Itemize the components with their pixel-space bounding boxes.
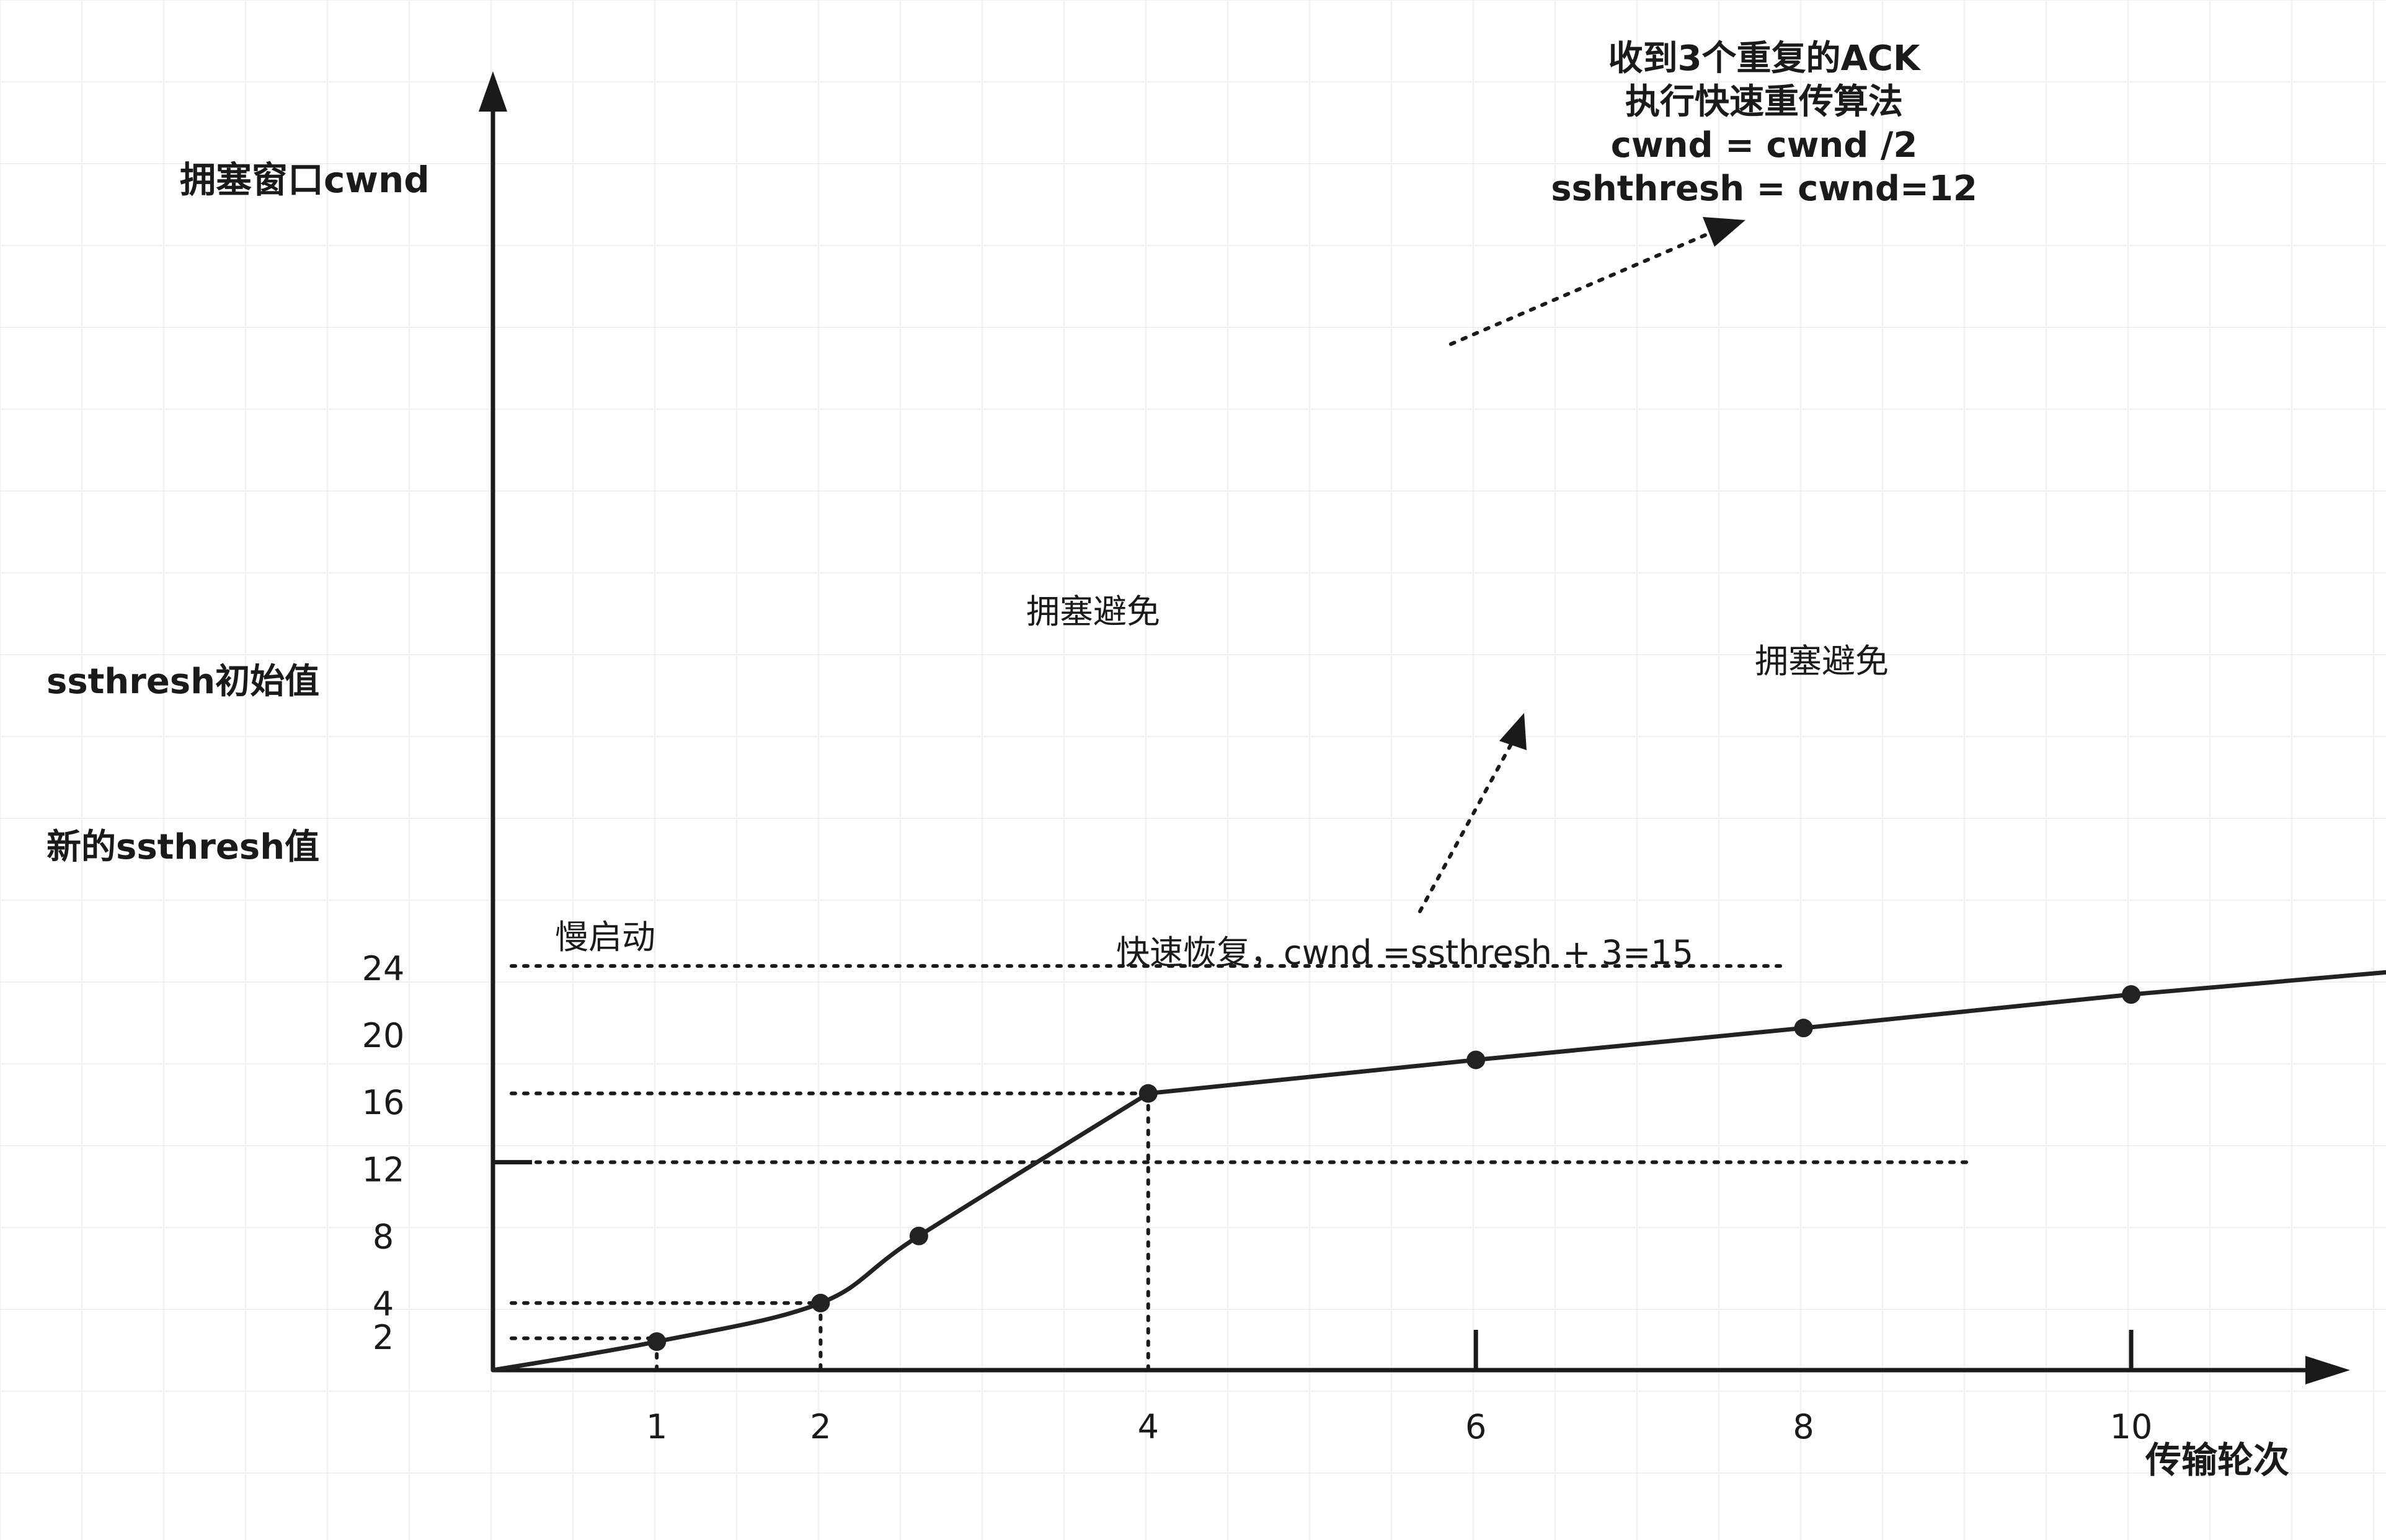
triple-ack-annotation: 收到3个重复的ACK 执行快速重传算法 cwnd = cwnd /2 sshth…	[1551, 38, 1977, 209]
ssthresh-new-label: 新的ssthresh值	[47, 827, 319, 867]
y-axis-label: 拥塞窗口cwnd	[180, 159, 430, 201]
data-point	[1138, 1084, 1158, 1103]
slow-start-label: 慢启动	[555, 918, 655, 957]
triple-ack-line-4: sshthresh = cwnd=12	[1551, 169, 1977, 209]
x-tick-label: 8	[1793, 1407, 1814, 1446]
fast-recovery-pointer	[1418, 739, 1515, 913]
y-tick-label: 8	[373, 1218, 394, 1257]
data-point	[1466, 1050, 1486, 1069]
triple-ack-arrow-icon	[1703, 217, 1745, 247]
triple-ack-pointer	[1449, 231, 1713, 346]
data-point	[811, 1293, 830, 1312]
y-tick-label: 24	[362, 949, 405, 988]
y-axis-arrow-icon	[479, 71, 507, 112]
congestion-avoid-line-1	[1146, 970, 2386, 1096]
fast-recovery-arrow-icon	[1499, 713, 1527, 750]
fast-recovery-label: 快速恢复，cwnd =ssthresh + 3=15	[1116, 933, 1693, 972]
triple-ack-line-2: 执行快速重传算法	[1625, 82, 1903, 122]
data-point	[2122, 985, 2140, 1004]
x-tick-label: 1	[646, 1407, 667, 1446]
y-tick-label: 2	[373, 1318, 394, 1357]
data-point	[647, 1332, 667, 1352]
data-markers	[647, 985, 2140, 1352]
data-point	[1794, 1019, 1813, 1038]
y-tick-label: 12	[362, 1150, 405, 1189]
x-tick-label: 6	[1465, 1407, 1486, 1446]
congestion-avoid-label-1: 拥塞避免	[1026, 592, 1160, 631]
x-axis-label: 传输轮次	[2145, 1439, 2289, 1481]
axis-ticks: 24812162024124681012141618	[362, 949, 2153, 1446]
x-tick-label: 10	[2110, 1407, 2153, 1446]
triple-ack-line-3: cwnd = cwnd /2	[1611, 125, 1918, 166]
x-axis-arrow-icon	[2305, 1356, 2350, 1384]
ssthresh-initial-label: ssthresh初始值	[47, 662, 319, 702]
x-tick-label: 2	[810, 1407, 831, 1446]
data-point	[909, 1226, 928, 1246]
triple-ack-line-1: 收到3个重复的ACK	[1608, 38, 1922, 79]
y-tick-label: 4	[373, 1285, 394, 1324]
congestion-avoid-label-2: 拥塞避免	[1755, 642, 1889, 681]
y-tick-label: 16	[362, 1083, 405, 1122]
y-tick-label: 20	[362, 1016, 405, 1055]
reference-lines	[510, 964, 1974, 1372]
x-tick-label: 4	[1138, 1407, 1159, 1446]
